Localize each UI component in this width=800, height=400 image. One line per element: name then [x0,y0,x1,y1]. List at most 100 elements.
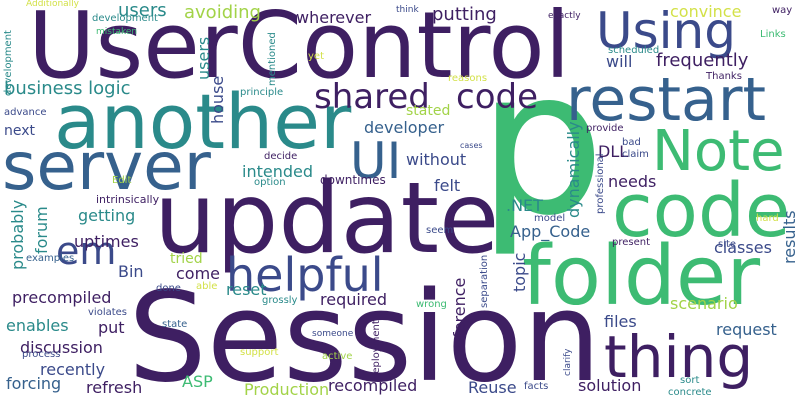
word-restart: restart [566,65,767,135]
word-code-big: code [612,168,791,254]
word-wrong: wrong [416,299,447,310]
word-facts: facts [524,381,549,392]
word-frequently: frequently [656,50,749,71]
word-will: will [606,52,633,71]
word-felt: felt [434,176,461,195]
word-scenario: scenario [670,294,738,313]
word-sort: sort [680,375,700,386]
word-forcing: forcing [6,374,62,393]
word-decide: decide [264,151,298,162]
word-violates: violates [88,307,128,318]
word-note: Note [652,119,785,184]
word-cases: cases [460,141,483,150]
word-mentioned: mentioned [267,32,278,86]
word-process: process [22,349,61,360]
word-request: request [716,320,777,339]
word-stated: stated [406,103,451,119]
word-avoiding: avoiding [184,2,261,23]
word-asp: ASP [182,372,213,391]
word-discussion: discussion [20,338,103,357]
word-scheduled: scheduled [608,45,660,56]
word-wherever: wherever [296,8,372,27]
word-done: done [156,283,181,294]
word-thanks: Thanks [706,71,742,82]
word-net: .NET [506,196,543,215]
word-clarify: clarify [563,348,573,376]
word-p: p [478,27,605,260]
word-put: put [98,318,125,337]
word-yet: yet [308,51,324,62]
word-additionally: Additionally [26,0,80,9]
word-model: model [534,213,566,224]
word-option: option [254,177,286,188]
word-business-logic: business logic [4,78,131,99]
word-app-code: App_Code [510,222,591,241]
word-getting: getting [78,206,136,225]
word-files: files [604,312,637,331]
word-session: Session [128,266,602,400]
word-development-left: development [3,30,14,96]
word-next: next [4,123,36,139]
word-reasons: reasons [448,73,488,84]
word-way: way [772,5,793,16]
word-grossly: grossly [262,295,298,306]
word-using: Using [596,2,736,60]
word-shared: shared [314,77,430,117]
word-state: state [162,319,188,330]
word-hard: hard [756,213,779,224]
word-production: Production [244,380,330,399]
word-downtimes: downtimes [320,173,386,187]
word-uptimes: uptimes [74,232,139,251]
word-exactly: exactly [548,11,581,21]
word-recompiled: recompiled [328,376,418,395]
word-bin: Bin [118,262,144,281]
word-bad: bad [622,137,641,148]
word-advance: advance [4,107,47,118]
word-thing: thing [604,323,754,391]
word-users-left: users [194,36,213,80]
word-deployment: deployment [371,320,382,380]
word-dll: DLL [598,142,629,161]
word-intrinsically: intrinsically [96,193,160,206]
word-solution: solution [578,376,642,395]
word-topic: topic [510,252,529,292]
word-concrete: concrete [668,387,712,398]
word-reference: reference [450,277,469,354]
word-reset: reset [226,280,267,299]
word-professional: professional [595,153,606,214]
word-code-small: code [456,77,538,117]
word-provide: provide [586,123,624,134]
word-examples: examples [26,253,75,264]
word-ui: UI [350,132,402,190]
word-probably: probably [8,199,27,270]
word-enables: enables [6,316,69,335]
word-required: required [320,290,388,309]
word-think: think [396,5,419,15]
word-needs: needs [608,172,657,191]
word-forum: forum [32,206,51,254]
word-links: Links [760,29,786,40]
word-reuse: Reuse [468,378,517,397]
word-precompiled: precompiled [12,288,112,307]
word-update: update [154,162,500,276]
word-folder: folder [522,229,761,324]
word-usercontrol: UserControl [28,0,571,99]
word-convince: convince [670,2,742,21]
word-classes: classes [714,238,772,257]
word-recently: recently [40,360,106,379]
word-house: house [208,75,227,124]
word-come: come [176,264,221,283]
word-em: em [56,229,117,273]
word-present: present [612,237,651,248]
word-mistaken: mistaken [96,27,138,37]
word-another: another [54,77,352,166]
word-someone: someone [312,329,354,339]
word-tried: tried [170,251,203,267]
word-separation: separation [479,254,490,308]
word-claim: claim [622,149,649,160]
word-seem: seem [426,225,454,236]
word-principle: principle [240,87,284,98]
word-development-top: development [92,13,158,24]
word-refresh: refresh [86,378,143,397]
